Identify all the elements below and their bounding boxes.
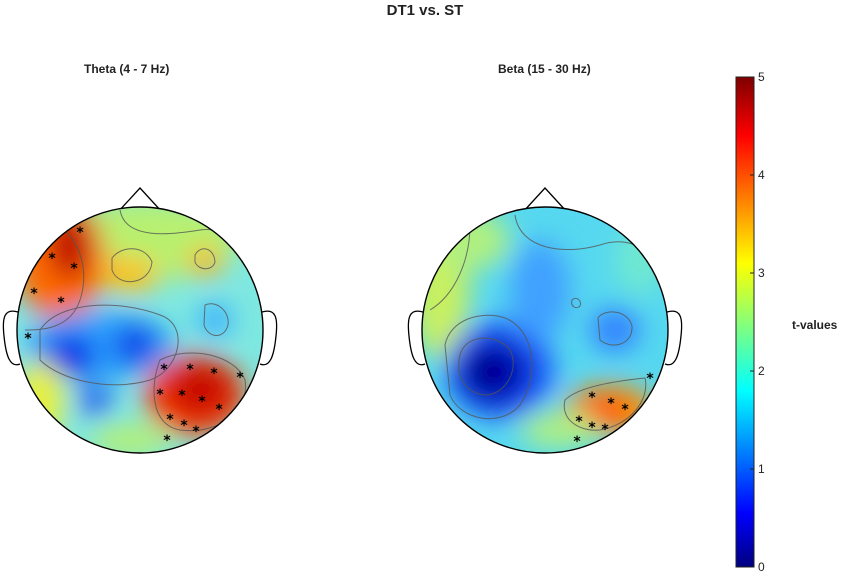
- svg-text:*: *: [575, 414, 583, 430]
- svg-text:*: *: [57, 295, 65, 311]
- colorbar-tick-label: 5: [758, 70, 765, 84]
- svg-text:*: *: [186, 362, 194, 378]
- theta-panel-title: Theta (4 - 7 Hz): [84, 62, 170, 76]
- svg-text:*: *: [166, 412, 174, 428]
- svg-text:*: *: [160, 362, 168, 378]
- beta-panel-title: Beta (15 - 30 Hz): [498, 62, 591, 76]
- svg-text:*: *: [646, 371, 654, 387]
- theta-heatmap: [17, 207, 263, 453]
- svg-text:*: *: [192, 424, 200, 440]
- colorbar-gradient: [735, 76, 755, 568]
- theta-topomap: *** *** * * * ** * * ** * **: [2, 187, 278, 454]
- svg-text:*: *: [178, 388, 186, 404]
- colorbar-tick-label: 3: [758, 266, 765, 280]
- colorbar-tick-label: 0: [758, 560, 765, 574]
- colorbar: 0 1 2 3 4 5: [735, 70, 765, 574]
- beta-head-outline: [421, 206, 669, 454]
- svg-text:*: *: [70, 261, 78, 277]
- beta-significant-electrodes: * * * * * * * *: [573, 371, 654, 450]
- colorbar-tick-label: 2: [758, 364, 765, 378]
- theta-right-ear-icon: [259, 310, 278, 366]
- beta-left-ear-icon: [407, 310, 426, 366]
- svg-text:*: *: [215, 402, 223, 418]
- svg-text:*: *: [180, 418, 188, 434]
- colorbar-tick-label: 4: [758, 168, 765, 182]
- svg-text:*: *: [621, 402, 629, 418]
- svg-text:*: *: [588, 390, 596, 406]
- svg-text:*: *: [30, 286, 38, 302]
- theta-nose-icon: [117, 187, 163, 213]
- beta-topomap: * * * * * * * *: [407, 187, 683, 454]
- beta-right-ear-icon: [664, 310, 683, 366]
- colorbar-label: t-values: [792, 318, 838, 332]
- beta-nose-icon: [522, 187, 568, 213]
- colorbar-tick-label: 1: [758, 462, 765, 476]
- svg-text:*: *: [210, 366, 218, 382]
- svg-text:*: *: [76, 225, 84, 241]
- theta-head-outline: [16, 206, 264, 454]
- svg-text:*: *: [198, 394, 206, 410]
- theta-significant-electrodes: *** *** * * * ** * * ** * **: [24, 225, 244, 449]
- svg-text:*: *: [573, 434, 581, 450]
- svg-text:*: *: [236, 370, 244, 386]
- svg-text:*: *: [607, 396, 615, 412]
- svg-text:*: *: [601, 422, 609, 438]
- svg-text:*: *: [588, 420, 596, 436]
- svg-text:*: *: [163, 433, 171, 449]
- figure-title: DT1 vs. ST: [386, 2, 464, 19]
- theta-left-ear-icon: [2, 310, 21, 366]
- svg-text:*: *: [156, 387, 164, 403]
- colorbar-ticks: 0 1 2 3 4 5: [750, 70, 765, 574]
- svg-text:*: *: [48, 251, 56, 267]
- beta-heatmap: [422, 207, 668, 453]
- svg-text:*: *: [24, 331, 32, 347]
